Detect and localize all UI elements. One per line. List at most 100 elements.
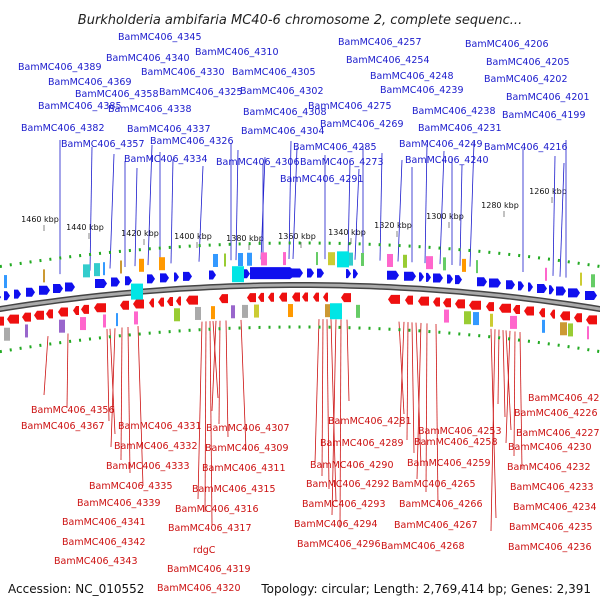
kbp-tick-label: 1400 kbp — [174, 232, 212, 241]
bottom-gene-label: BamMC406_4234 — [513, 502, 596, 513]
minus-strand-arrow — [586, 315, 597, 325]
kbp-tick-label: 1360 kbp — [278, 232, 316, 241]
bottom-leader-line — [416, 322, 422, 480]
cog-box-outer — [591, 274, 595, 288]
plus-strand-arrow — [477, 277, 487, 287]
kbp-tick-label: 1340 kbp — [328, 228, 366, 237]
top-leader-line — [198, 165, 204, 262]
minus-strand-arrow — [418, 296, 429, 306]
cog-box-inner — [103, 314, 106, 328]
cog-box-outer — [139, 258, 144, 272]
minus-strand-arrow — [455, 299, 465, 309]
top-gene-label: BamMC406_4305 — [232, 67, 315, 78]
top-leader-line — [288, 140, 292, 260]
minus-strand-arrow — [73, 305, 79, 315]
plus-strand-arrow — [53, 283, 63, 293]
bottom-leader-line — [513, 331, 516, 457]
bottom-leader-line — [490, 329, 496, 532]
bottom-gene-label: BamMC406_4341 — [62, 517, 145, 528]
cog-box-outer — [580, 272, 582, 286]
cog-box-outer — [403, 254, 407, 268]
bottom-gene-label: BamMC406_4331 — [118, 421, 201, 432]
cog-box-outer — [103, 262, 105, 276]
minus-strand-arrow — [186, 295, 198, 305]
minus-strand-arrow — [292, 292, 300, 302]
plus-strand-arrow — [455, 275, 462, 285]
top-leader-line — [235, 149, 239, 261]
bottom-gene-label: BamMC406_4268 — [381, 541, 464, 552]
top-gene-label: BamMC406_4238 — [412, 106, 495, 117]
bottom-leader-line — [225, 320, 229, 438]
minus-strand-arrow — [34, 310, 44, 320]
top-gene-label: BamMC406_4285 — [293, 142, 376, 153]
plus-strand-arrow — [585, 290, 597, 300]
minus-strand-arrow — [560, 311, 570, 321]
minus-strand-arrow — [167, 297, 173, 307]
plus-strand-arrow — [426, 272, 431, 282]
top-gene-label: BamMC406_4337 — [127, 124, 210, 135]
minus-strand-arrow — [158, 297, 164, 307]
cog-box-outer — [387, 253, 393, 267]
kbp-tick-label: 1260 kbp — [529, 187, 567, 196]
cog-box-outer — [120, 260, 122, 274]
bottom-leader-line — [406, 322, 409, 441]
cog-box-outer — [159, 257, 165, 271]
bottom-gene-label: BamMC406_4367 — [21, 421, 104, 432]
top-gene-label: BamMC406_4382 — [21, 123, 104, 134]
plus-strand-arrow — [160, 273, 169, 283]
plus-strand-arrow — [26, 287, 35, 297]
bottom-gene-label: BamMC406_4333 — [106, 461, 189, 472]
top-leader-line — [109, 153, 115, 269]
top-gene-label: BamMC406_4269 — [320, 119, 403, 130]
top-gene-label: BamMC406_4273 — [300, 157, 383, 168]
plus-strand-arrow — [433, 273, 443, 283]
plus-strand-arrow — [346, 269, 351, 279]
bottom-leader-line — [106, 329, 110, 422]
top-gene-label: BamMC406_4325 — [159, 87, 242, 98]
cog-box-inner — [254, 304, 259, 318]
bottom-gene-label: BamMC406_4267 — [394, 520, 477, 531]
top-gene-label: BamMC406_4338 — [108, 104, 191, 115]
cog-box-inner — [231, 305, 235, 319]
cog-box-outer — [224, 253, 226, 267]
top-gene-label: BamMC406_4239 — [380, 85, 463, 96]
bottom-gene-labels: BamMC406_4221 BamMC406_4356 BamMC406_4226 B… — [21, 393, 600, 594]
top-gene-label: BamMC406_4345 — [118, 32, 201, 43]
plus-strand-arrow — [174, 272, 179, 282]
bottom-gene-label: BamMC406_4319 — [167, 564, 250, 575]
minus-strand-arrow — [176, 296, 181, 306]
top-leader-line — [292, 147, 298, 260]
kbp-tick-label: 1280 kbp — [481, 201, 519, 210]
bottom-leader-line — [502, 330, 506, 418]
top-gene-label: BamMC406_4302 — [240, 86, 323, 97]
minus-strand-arrow — [7, 314, 19, 324]
bottom-leader-line — [204, 321, 207, 513]
minus-strand-arrow — [94, 303, 106, 313]
bottom-gene-label: BamMC406_4233 — [510, 482, 593, 493]
cog-box-inner — [325, 304, 330, 318]
cog-box-inner — [587, 326, 589, 340]
cog-box-inner — [568, 323, 573, 337]
plus-strand-arrow — [518, 281, 524, 291]
top-gene-label: BamMC406_4254 — [346, 55, 429, 66]
top-gene-label: BamMC406_4240 — [405, 155, 488, 166]
minus-strand-arrow — [513, 305, 520, 315]
bottom-leader-line — [240, 319, 247, 451]
bottom-leader-line — [110, 328, 116, 448]
minus-strand-arrow — [247, 293, 256, 303]
minus-strand-arrow — [0, 316, 4, 326]
top-gene-label: BamMC406_4304 — [241, 126, 324, 137]
plus-strand-arrow — [209, 270, 216, 280]
bottom-leader-line — [66, 333, 69, 409]
bottom-gene-label: BamMC406_4311 — [202, 463, 285, 474]
bottom-gene-label: BamMC406_4339 — [77, 498, 160, 509]
cog-box-outer — [261, 252, 267, 266]
bottom-gene-label: BamMC406_4356 — [31, 405, 114, 416]
cog-box-outer — [83, 264, 90, 278]
kbp-tick-label: 1380 kbp — [226, 234, 264, 243]
bottom-gene-label: BamMC406_4307 — [206, 423, 289, 434]
top-leader-line — [424, 143, 428, 264]
top-gene-label: BamMC406_4248 — [370, 71, 453, 82]
minus-strand-arrow — [499, 303, 511, 313]
